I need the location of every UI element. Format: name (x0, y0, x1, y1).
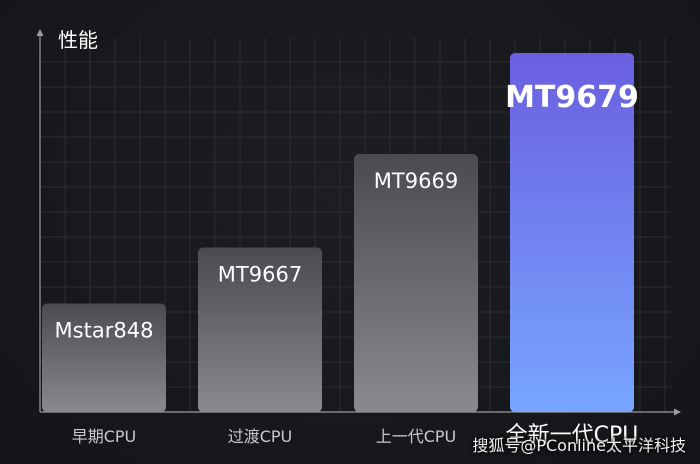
bar-value-label: MT9667 (218, 262, 302, 286)
y-axis-label: 性能 (58, 28, 98, 52)
labels: 性能 Mstar848 早期CPU MT9667 过渡CPU MT9669 上一代CPU MT… (55, 28, 639, 448)
bar (198, 247, 322, 412)
bar (42, 303, 166, 412)
watermark-text: 搜狐号@PConline太平洋科技 (472, 436, 686, 455)
bar (354, 153, 478, 412)
x-tick-label: 上一代CPU (376, 427, 457, 446)
x-axis-arrow-icon (674, 408, 681, 416)
x-tick-label: 全新一代CPU (506, 423, 639, 448)
bars (42, 52, 634, 413)
bar-value-label: MT9669 (374, 169, 458, 193)
x-tick-label: 早期CPU (72, 427, 137, 446)
bar-highlight (510, 52, 634, 413)
y-axis-arrow-icon (36, 29, 44, 36)
x-tick-label: 过渡CPU (228, 427, 293, 446)
bar-value-label: Mstar848 (55, 319, 154, 343)
bar-value-label: MT9679 (505, 80, 639, 115)
